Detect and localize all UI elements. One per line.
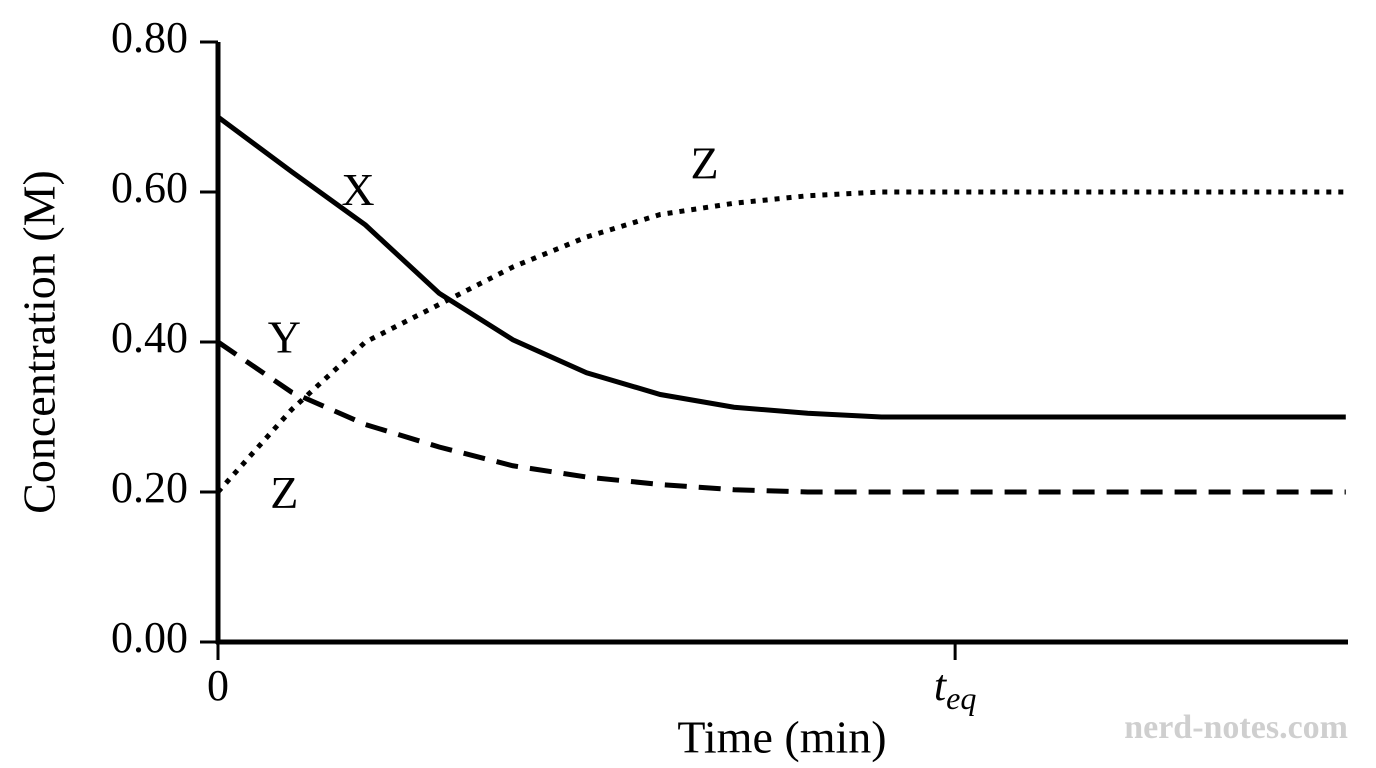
y-tick-label: 0.00 xyxy=(111,613,188,662)
annotation: Z xyxy=(270,467,298,518)
y-axis-label: Concentration (M) xyxy=(14,170,65,514)
series-line xyxy=(216,189,1346,494)
series-line xyxy=(216,114,1346,420)
y-tick-label: 0.20 xyxy=(111,463,188,512)
y-tick-label: 0.60 xyxy=(111,163,188,212)
x-axis-label: Time (min) xyxy=(677,712,886,763)
annotation: X xyxy=(341,164,374,215)
x-tick-label: teq xyxy=(934,661,976,716)
x-tick-label: 0 xyxy=(207,661,229,710)
watermark: nerd-notes.com xyxy=(1124,709,1348,746)
series-line xyxy=(216,339,1346,495)
y-tick-label: 0.80 xyxy=(111,13,188,62)
annotation: Z xyxy=(690,138,718,189)
y-tick-label: 0.40 xyxy=(111,313,188,362)
annotation: Y xyxy=(268,312,301,363)
